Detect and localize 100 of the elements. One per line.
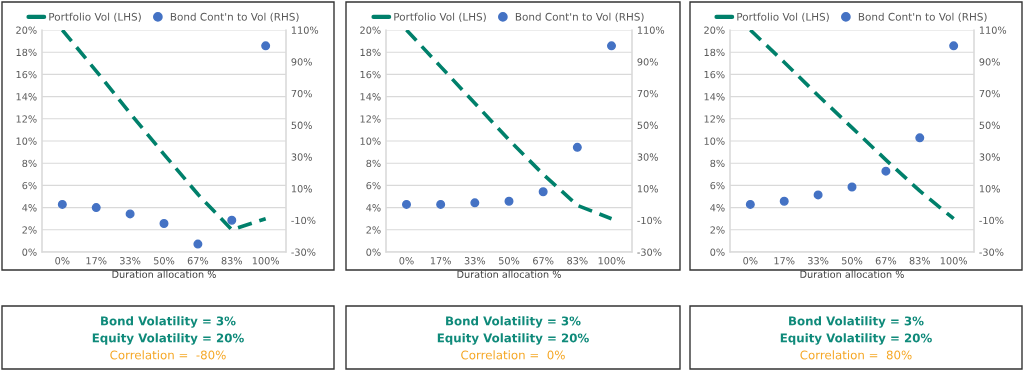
y2-tick-label: 110% bbox=[637, 26, 665, 34]
x-tick-label: 33% bbox=[464, 257, 486, 265]
y-tick-label: 20% bbox=[16, 26, 37, 34]
y-tick-label: 0% bbox=[366, 248, 381, 256]
y-tick-label: 2% bbox=[22, 226, 37, 234]
y-tick-label: 10% bbox=[16, 137, 37, 145]
x-tick-label: 33% bbox=[808, 257, 829, 265]
y-tick-label: 14% bbox=[360, 93, 381, 101]
y-tick-label: 6% bbox=[22, 181, 37, 190]
y-tick-label: 20% bbox=[360, 26, 381, 34]
text: Equity Volatility = 20% bbox=[92, 333, 244, 345]
text: Bond Volatility = 3% bbox=[446, 316, 581, 328]
text: Correlation = -80% bbox=[110, 350, 226, 360]
x-axis-title: Duration allocation % bbox=[457, 270, 561, 278]
y2-tick-label: -30% bbox=[637, 248, 662, 256]
line-series bbox=[60, 30, 268, 232]
x-tick-label: 83% bbox=[221, 257, 243, 265]
x-tick-label: 67% bbox=[875, 257, 897, 265]
legend-label: Portfolio Vol (LHS) bbox=[394, 12, 486, 22]
y-tick-label: 12% bbox=[16, 115, 37, 123]
y2-tick-label: 70% bbox=[291, 89, 312, 98]
y-tick-label: 8% bbox=[366, 159, 381, 168]
y-tick-label: 16% bbox=[360, 70, 381, 79]
point bbox=[57, 199, 67, 209]
y2-tick-label: 50% bbox=[979, 121, 1000, 129]
y-tick-label: 6% bbox=[710, 181, 725, 190]
x-tick-label: 17% bbox=[774, 257, 795, 265]
y2-tick-label: 110% bbox=[291, 26, 319, 34]
x-tick-label: 83% bbox=[567, 257, 588, 265]
line-series bbox=[404, 30, 614, 221]
line-series bbox=[748, 30, 956, 221]
x-tick-label: 33% bbox=[120, 257, 141, 265]
y2-tick-label: 10% bbox=[291, 185, 312, 193]
text: Correlation = 80% bbox=[800, 350, 912, 360]
x-tick-label: 0% bbox=[55, 257, 70, 265]
y2-tick-label: 110% bbox=[979, 26, 1007, 34]
x-tick-label: 67% bbox=[533, 257, 554, 265]
point bbox=[504, 196, 514, 206]
y-tick-label: 20% bbox=[704, 26, 725, 34]
y-tick-label: 18% bbox=[704, 48, 725, 57]
y-tick-label: 6% bbox=[366, 181, 381, 190]
x-tick-label: 50% bbox=[153, 257, 175, 265]
y2-tick-label: -10% bbox=[979, 216, 1004, 225]
point bbox=[847, 182, 857, 192]
x-tick-label: 100% bbox=[598, 257, 625, 265]
y-tick-label: 2% bbox=[710, 226, 725, 234]
x-axis-title: Duration allocation % bbox=[112, 270, 216, 278]
point bbox=[91, 203, 101, 213]
x-tick-label: 100% bbox=[940, 257, 968, 265]
x-tick-label: 17% bbox=[430, 257, 451, 265]
y-tick-label: 16% bbox=[16, 70, 37, 79]
y2-tick-label: -30% bbox=[291, 248, 316, 256]
text: Bond Volatility = 3% bbox=[101, 316, 236, 328]
y-tick-label: 16% bbox=[704, 70, 725, 79]
legend-label: Portfolio Vol (LHS) bbox=[737, 12, 829, 22]
text: Equity Volatility = 20% bbox=[437, 333, 589, 345]
x-tick-label: 17% bbox=[86, 257, 107, 265]
y2-tick-label: 90% bbox=[979, 58, 1000, 66]
point bbox=[572, 142, 582, 152]
legend-label: Bond Cont'n to Vol (RHS) bbox=[170, 12, 299, 22]
y-tick-label: 18% bbox=[16, 48, 37, 57]
point bbox=[538, 187, 548, 197]
y-tick-label: 14% bbox=[704, 93, 725, 101]
y2-tick-label: -10% bbox=[291, 216, 316, 225]
point bbox=[125, 209, 135, 219]
y-tick-label: 4% bbox=[366, 204, 381, 212]
x-tick-label: 83% bbox=[909, 257, 931, 265]
y2-tick-label: -10% bbox=[637, 216, 662, 225]
point bbox=[159, 218, 169, 228]
y2-tick-label: 10% bbox=[979, 185, 1000, 193]
y-tick-label: 12% bbox=[704, 115, 725, 123]
x-tick-label: 50% bbox=[841, 257, 863, 265]
y-tick-label: 8% bbox=[710, 159, 725, 168]
point bbox=[261, 41, 271, 51]
y2-tick-label: 50% bbox=[291, 121, 312, 129]
y2-tick-label: 10% bbox=[637, 185, 658, 193]
point bbox=[915, 133, 925, 143]
x-tick-label: 67% bbox=[187, 257, 209, 265]
y2-tick-label: -30% bbox=[979, 248, 1004, 256]
y2-tick-label: 30% bbox=[979, 153, 1000, 161]
x-tick-label: 100% bbox=[252, 257, 280, 265]
point bbox=[813, 190, 823, 200]
y-tick-label: 4% bbox=[710, 204, 725, 212]
point bbox=[193, 239, 203, 249]
point bbox=[607, 41, 616, 51]
point bbox=[402, 199, 411, 209]
text: Equity Volatility = 20% bbox=[780, 333, 932, 345]
y2-tick-label: 90% bbox=[291, 58, 312, 66]
y2-tick-label: 70% bbox=[637, 89, 658, 98]
x-tick-label: 0% bbox=[399, 257, 414, 265]
y2-tick-label: 50% bbox=[637, 121, 658, 129]
point bbox=[881, 166, 891, 176]
y2-tick-label: 70% bbox=[979, 89, 1000, 98]
point bbox=[949, 41, 959, 51]
point bbox=[436, 199, 446, 209]
legend-label: Portfolio Vol (LHS) bbox=[49, 12, 141, 22]
x-axis-title: Duration allocation % bbox=[800, 270, 904, 278]
x-tick-label: 0% bbox=[743, 257, 758, 265]
y2-tick-label: 30% bbox=[291, 153, 312, 161]
point bbox=[470, 198, 480, 208]
